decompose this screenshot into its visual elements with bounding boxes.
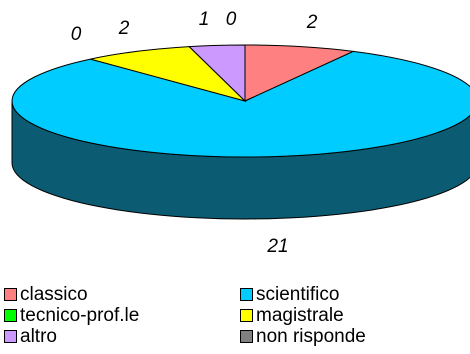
pie-slice-magistrale	[90, 46, 247, 102]
data-label-altro: 1	[199, 9, 210, 30]
pie-slices	[11, 44, 470, 220]
pie-slice-scientifico	[11, 50, 470, 158]
data-label-magistrale: 2	[118, 18, 130, 39]
pie-slice-altro	[188, 44, 246, 103]
data-label-tecnico-prof-le: 0	[226, 9, 237, 30]
data-label-scientifico: 21	[266, 236, 288, 257]
data-label-non-risponde: 0	[71, 24, 82, 45]
pie-slice-classico	[244, 44, 356, 102]
data-label-classico: 2	[306, 12, 318, 33]
